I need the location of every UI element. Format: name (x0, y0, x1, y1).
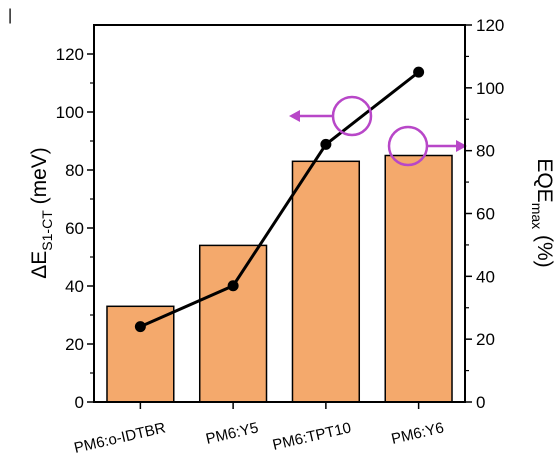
bar (384, 154, 453, 403)
right-tick-label: 60 (476, 205, 495, 224)
annotation-circle (331, 95, 373, 137)
right-tick-label: 0 (476, 393, 485, 412)
line-layer (134, 66, 425, 333)
left-tick-label: 40 (65, 277, 84, 296)
bars-layer (106, 154, 453, 403)
bar (291, 160, 361, 403)
line-point (413, 66, 425, 78)
x-tick-label: PM6:Y5 (204, 419, 260, 448)
line-point (227, 280, 239, 292)
x-tick-label: PM6:TPT10 (271, 419, 353, 454)
line-point (320, 138, 332, 150)
panel-fragment-mark: | (8, 7, 12, 24)
line-point (134, 321, 146, 333)
left-tick-label: 60 (65, 219, 84, 238)
series-line (139, 70, 420, 328)
right-tick-label: 120 (476, 16, 504, 35)
x-tick-label: PM6:Y6 (390, 419, 446, 448)
x-tick-label: PM6:o-IDTBR (72, 419, 167, 457)
left-tick-label: 0 (75, 393, 84, 412)
right-axis-title: EQEmax (%) (529, 158, 556, 267)
annotation-arrow-head (289, 110, 300, 122)
left-tick-label: 20 (65, 335, 84, 354)
left-tick-label: 100 (56, 103, 84, 122)
ticks-layer: 0 20 40 60 80 100 120 0 20 40 60 80 100 120 PM6:o-IDTB… (56, 16, 505, 457)
bar (198, 244, 268, 403)
left-tick-label: 120 (56, 45, 84, 64)
right-tick-label: 100 (476, 79, 504, 98)
right-tick-label: 20 (476, 330, 495, 349)
left-tick-label: 80 (65, 161, 84, 180)
right-tick-label: 80 (476, 142, 495, 161)
annotations-layer (289, 95, 467, 167)
left-axis-title: ΔES1-CT (meV) (28, 147, 55, 279)
bar (106, 305, 175, 403)
annotation-arrow-head (456, 140, 467, 152)
right-tick-label: 40 (476, 267, 495, 286)
